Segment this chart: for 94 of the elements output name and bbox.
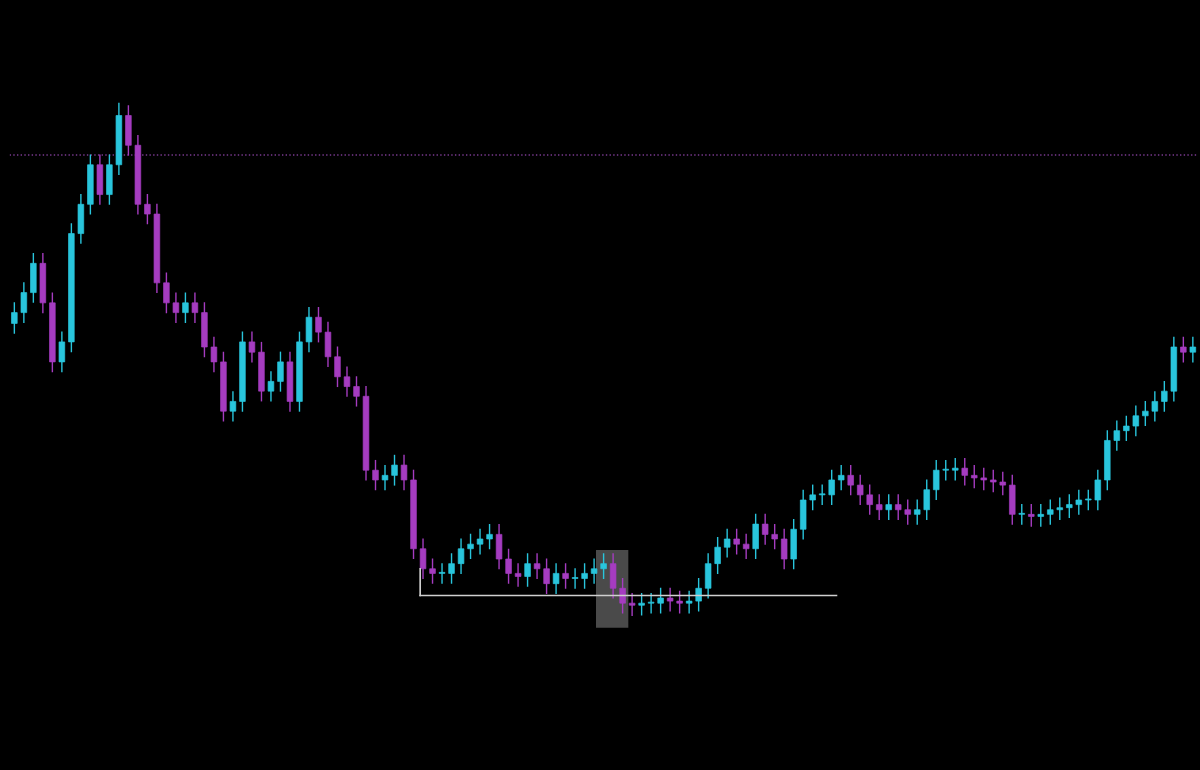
candlestick: [685, 590, 693, 615]
candlestick: [248, 330, 256, 364]
candlestick: [277, 350, 284, 393]
candlestick: [1142, 400, 1149, 427]
candlestick: [1075, 489, 1082, 516]
candlestick: [1180, 336, 1187, 364]
candlestick: [552, 562, 560, 595]
candlestick: [182, 291, 189, 324]
candlestick: [144, 193, 151, 226]
candlestick: [1018, 503, 1025, 526]
candlestick: [952, 457, 959, 482]
candlestick: [381, 464, 389, 491]
candlestick: [11, 301, 18, 335]
candlestick: [1189, 336, 1197, 364]
candlestick: [1085, 489, 1092, 511]
candlestick: [980, 466, 987, 491]
candlestick: [723, 528, 731, 559]
candlestick: [999, 471, 1006, 497]
candlestick: [562, 562, 569, 590]
candlestick: [600, 552, 607, 580]
candlestick: [191, 291, 199, 324]
candlestick: [885, 493, 892, 521]
candlestick: [343, 365, 351, 398]
candlestick: [695, 577, 702, 613]
candlestick: [163, 271, 170, 314]
candlestick: [353, 375, 360, 408]
candlestick: [628, 592, 636, 617]
candlestick: [419, 537, 427, 580]
candlestick: [210, 336, 218, 373]
candlestick: [334, 345, 341, 388]
candlestick: [1037, 503, 1044, 528]
candlestick: [1113, 419, 1121, 452]
candlestick: [172, 291, 180, 324]
candlestick: [676, 590, 683, 615]
candlestick: [1056, 496, 1063, 521]
candlestick: [904, 498, 911, 526]
candlestick: [229, 390, 237, 423]
candlestick: [771, 523, 778, 550]
candlestick: [809, 483, 816, 511]
candlestick: [476, 528, 484, 556]
candlestick: [914, 498, 921, 526]
candlestick: [838, 464, 845, 491]
candlestick: [505, 548, 512, 585]
candlestick: [590, 557, 598, 585]
candlestick: [267, 370, 275, 403]
candlestick: [20, 281, 28, 324]
candlestick: [448, 552, 455, 585]
candlestick: [971, 464, 978, 489]
candlestick: [780, 528, 788, 570]
candlestick: [429, 557, 436, 585]
candlestick: [533, 552, 541, 580]
candlestick: [1047, 498, 1054, 526]
candlestick: [742, 533, 750, 560]
candlestick: [1094, 469, 1102, 511]
candlestick: [961, 457, 968, 487]
candlestick: [1132, 404, 1140, 438]
candlestick: [828, 469, 835, 506]
candlestick: [847, 464, 854, 497]
candlestick: [1161, 380, 1168, 413]
candlestick: [647, 592, 655, 615]
candlestick: [933, 459, 940, 501]
candlestick: [638, 592, 645, 617]
candlestick: [733, 528, 740, 556]
candlestick: [876, 493, 883, 521]
candlestick: [438, 562, 446, 585]
candlestick: [486, 523, 493, 550]
candlestick: [666, 587, 674, 613]
candlestick: [543, 557, 550, 595]
candlestick: [1151, 390, 1159, 423]
candlestick: [391, 454, 398, 487]
candlestick: [1066, 493, 1073, 519]
candlestick: [761, 513, 769, 546]
candlestick: [457, 537, 465, 575]
candlestick: [400, 454, 408, 491]
candlestick: [923, 478, 930, 521]
candlestick: [581, 562, 588, 590]
candlestick: [571, 567, 579, 590]
candlestick: [895, 493, 902, 521]
candlestick: [857, 474, 864, 506]
candlestick: [1028, 503, 1035, 528]
candlestick: [315, 306, 322, 344]
candlestick: [818, 483, 826, 506]
candlestick: [942, 459, 949, 482]
candlestick: [619, 577, 626, 615]
candlestick: [866, 483, 873, 516]
candlestick: [372, 459, 379, 491]
candlestick: [990, 469, 997, 493]
candlestick: [657, 587, 664, 615]
candlestick: [467, 533, 474, 560]
candlestick: [714, 536, 721, 575]
candlestick: [524, 552, 531, 588]
candlestick: [514, 562, 522, 588]
candlestick: [58, 330, 66, 373]
candlestick: [1123, 415, 1130, 442]
